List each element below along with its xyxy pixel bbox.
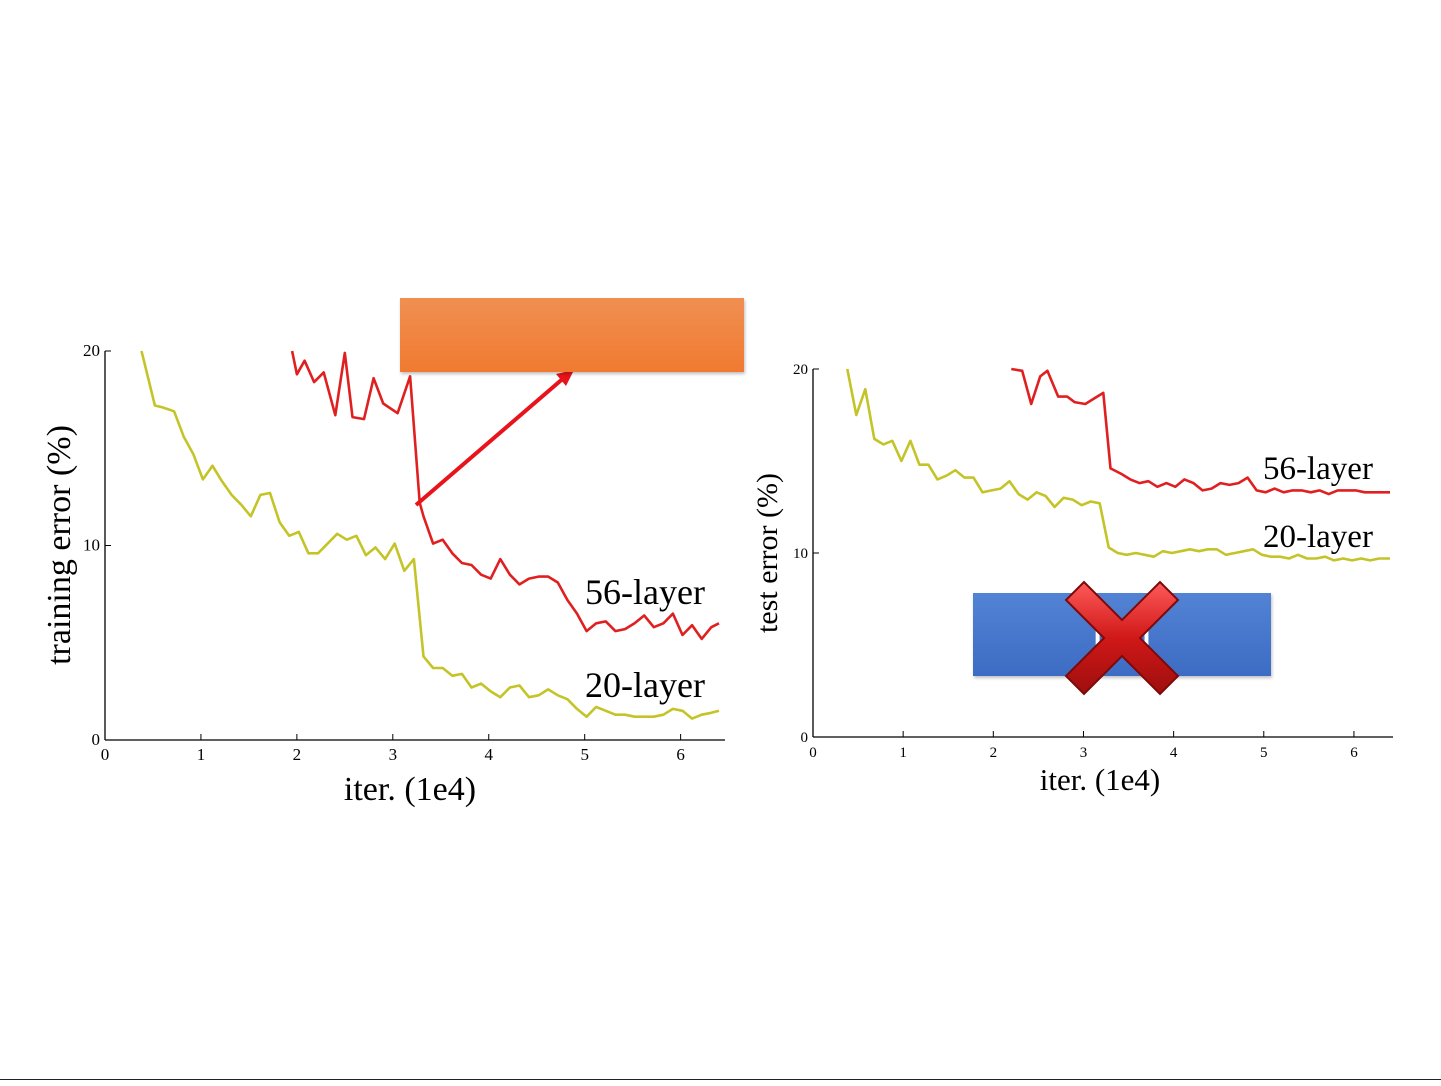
x-tick-label: 6 [1350, 745, 1358, 761]
y-tick-label: 20 [793, 362, 808, 378]
y-tick-label: 0 [92, 730, 101, 749]
series-line-56-layer [1011, 367, 1390, 496]
y-tick-label: 10 [793, 546, 808, 562]
arrow-head [556, 370, 574, 386]
cross-icon [1064, 580, 1180, 696]
y-axis-label: training error (%) [41, 425, 78, 665]
x-tick-label: 2 [293, 745, 302, 764]
y-axis-label: test error (%) [751, 473, 784, 633]
series-label: 20-layer [1263, 519, 1373, 555]
x-tick-label: 3 [1080, 745, 1088, 761]
y-tick-label: 10 [83, 536, 100, 555]
x-tick-label: 4 [1170, 745, 1178, 761]
x-tick-label: 1 [899, 745, 907, 761]
x-tick-label: 3 [389, 745, 398, 764]
series-line-56-layer [290, 350, 720, 641]
x-tick-label: 5 [580, 745, 589, 764]
x-tick-label: 1 [197, 745, 206, 764]
y-tick-label: 0 [801, 730, 809, 746]
series-label: 56-layer [1263, 451, 1373, 487]
x-axis-label: iter. (1e4) [344, 771, 476, 808]
series-line-20-layer [846, 368, 1390, 562]
x-tick-label: 2 [990, 745, 998, 761]
x-tick-label: 5 [1260, 745, 1268, 761]
x-tick-label: 0 [809, 745, 817, 761]
y-tick-label: 20 [83, 341, 100, 360]
series-label: 56-layer [585, 572, 705, 612]
series-label: 20-layer [585, 665, 705, 705]
training-error-plot: 0 1 2 3 4 5 6 0 10 20 training error (%) iter. (1e4… [41, 341, 725, 808]
callout-orange-box [400, 298, 744, 372]
x-axis-label: iter. (1e4) [1040, 762, 1161, 797]
test-error-plot: 0 1 2 3 4 5 6 0 10 20 test error (%) iter. (1e4) 56-… [751, 362, 1393, 797]
x-tick-label: 0 [101, 745, 110, 764]
series-line-20-layer [140, 350, 720, 720]
x-tick-label: 4 [485, 745, 494, 764]
arrow-line [414, 374, 568, 507]
x-tick-label: 6 [676, 745, 685, 764]
slide-bottom-rule [0, 1079, 1441, 1080]
